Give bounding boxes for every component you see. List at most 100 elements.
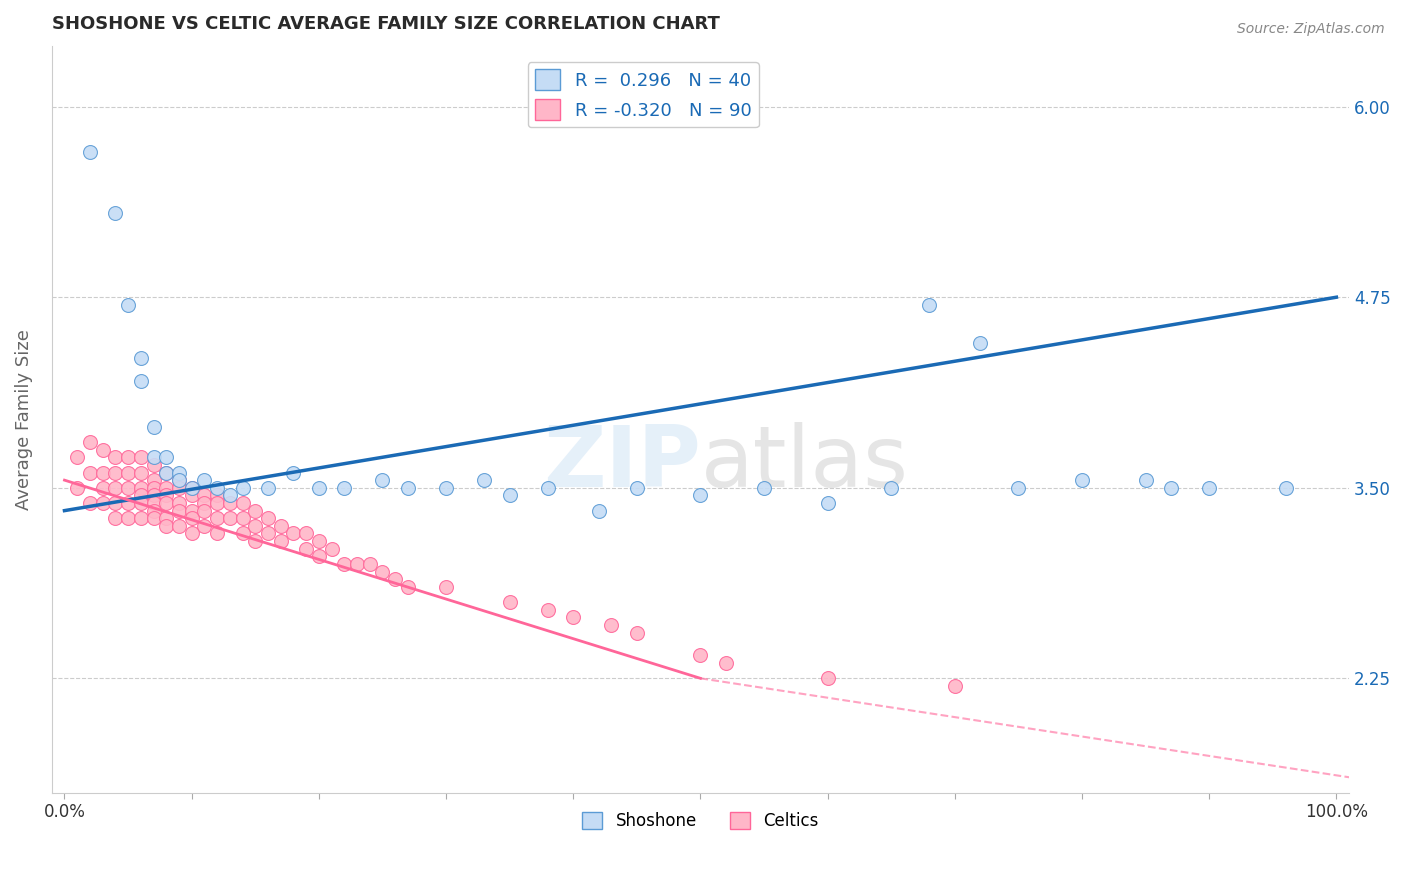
Point <box>91 496 114 510</box>
Legend: Shoshone, Celtics: Shoshone, Celtics <box>575 805 825 837</box>
Point <box>180 503 202 517</box>
Point <box>129 481 152 495</box>
Point <box>232 496 254 510</box>
Point <box>384 572 406 586</box>
Point <box>142 488 165 502</box>
Point <box>283 526 305 541</box>
Point <box>396 481 419 495</box>
Point <box>193 503 215 517</box>
Point <box>117 466 139 480</box>
Point <box>232 481 254 495</box>
Point <box>918 298 941 312</box>
Point <box>1198 481 1220 495</box>
Point <box>155 466 177 480</box>
Point <box>308 534 330 549</box>
Point <box>180 526 202 541</box>
Point <box>117 298 139 312</box>
Point <box>257 526 280 541</box>
Point <box>880 481 903 495</box>
Point <box>1160 481 1182 495</box>
Point <box>270 534 292 549</box>
Point <box>180 488 202 502</box>
Point <box>142 419 165 434</box>
Point <box>371 473 394 487</box>
Point <box>155 488 177 502</box>
Point <box>142 511 165 525</box>
Point <box>142 450 165 465</box>
Point <box>257 481 280 495</box>
Point <box>167 519 190 533</box>
Point <box>218 496 240 510</box>
Point <box>588 503 610 517</box>
Point <box>817 496 839 510</box>
Point <box>396 580 419 594</box>
Point <box>371 565 394 579</box>
Point <box>333 481 356 495</box>
Point <box>270 519 292 533</box>
Point <box>218 488 240 502</box>
Point <box>321 541 343 556</box>
Point <box>333 557 356 571</box>
Text: Source: ZipAtlas.com: Source: ZipAtlas.com <box>1237 22 1385 37</box>
Point <box>155 450 177 465</box>
Point <box>129 351 152 366</box>
Point <box>142 458 165 472</box>
Point <box>91 481 114 495</box>
Point <box>626 625 648 640</box>
Point <box>180 481 202 495</box>
Point <box>155 496 177 510</box>
Point <box>817 671 839 685</box>
Y-axis label: Average Family Size: Average Family Size <box>15 329 32 509</box>
Point <box>218 511 240 525</box>
Point <box>117 496 139 510</box>
Point <box>104 466 127 480</box>
Point <box>142 496 165 510</box>
Point <box>1135 473 1157 487</box>
Point <box>498 488 520 502</box>
Point <box>626 481 648 495</box>
Point <box>129 511 152 525</box>
Point <box>104 511 127 525</box>
Point <box>193 488 215 502</box>
Point <box>689 488 711 502</box>
Point <box>232 526 254 541</box>
Point <box>167 473 190 487</box>
Point <box>689 648 711 663</box>
Point <box>66 450 89 465</box>
Point <box>600 618 623 632</box>
Point <box>117 481 139 495</box>
Point <box>66 481 89 495</box>
Point <box>308 481 330 495</box>
Point <box>155 519 177 533</box>
Point <box>969 335 991 350</box>
Point <box>1274 481 1296 495</box>
Point <box>283 466 305 480</box>
Text: atlas: atlas <box>700 423 908 506</box>
Point <box>434 580 457 594</box>
Point <box>295 526 318 541</box>
Point <box>129 450 152 465</box>
Point <box>180 511 202 525</box>
Point <box>308 549 330 564</box>
Point <box>346 557 368 571</box>
Point <box>155 511 177 525</box>
Point <box>193 519 215 533</box>
Point <box>257 511 280 525</box>
Point <box>79 496 101 510</box>
Point <box>104 450 127 465</box>
Point <box>232 511 254 525</box>
Point <box>205 481 228 495</box>
Point <box>79 435 101 450</box>
Point <box>91 442 114 457</box>
Point <box>167 473 190 487</box>
Point <box>205 511 228 525</box>
Point <box>142 473 165 487</box>
Point <box>193 473 215 487</box>
Point <box>129 466 152 480</box>
Point <box>752 481 775 495</box>
Point <box>167 496 190 510</box>
Point <box>193 496 215 510</box>
Point <box>117 450 139 465</box>
Text: SHOSHONE VS CELTIC AVERAGE FAMILY SIZE CORRELATION CHART: SHOSHONE VS CELTIC AVERAGE FAMILY SIZE C… <box>52 15 720 33</box>
Point <box>79 145 101 160</box>
